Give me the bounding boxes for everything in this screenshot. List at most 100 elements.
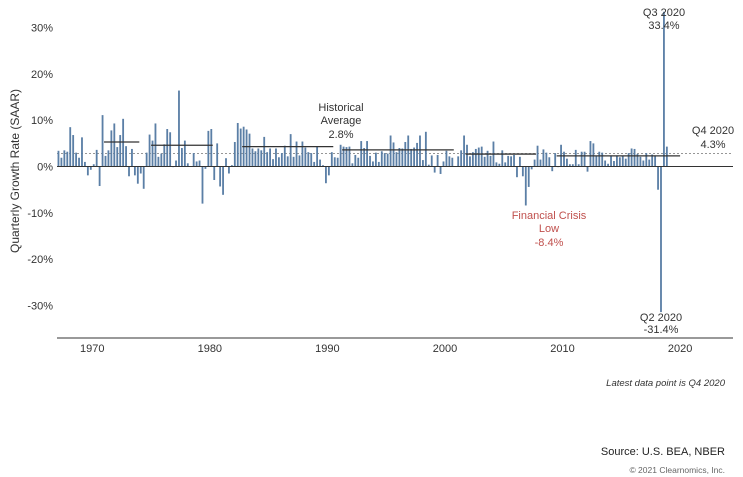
bar	[60, 157, 63, 167]
bar	[219, 166, 222, 187]
bar	[551, 166, 554, 172]
bar	[513, 154, 515, 167]
svg-text:Average: Average	[321, 115, 362, 127]
bar	[125, 146, 127, 167]
bar	[398, 148, 401, 167]
bar	[642, 160, 645, 167]
bar	[521, 166, 524, 177]
bar	[107, 150, 110, 167]
bar	[395, 152, 398, 167]
bar	[433, 166, 436, 173]
bar	[131, 148, 133, 167]
bar	[363, 148, 366, 167]
bar	[325, 166, 327, 184]
y-tick-label: 10%	[31, 115, 53, 127]
y-axis-ticks: 30% 20% 10% 0% -10% -20% -30%	[27, 23, 53, 313]
bar	[466, 144, 468, 167]
bar	[589, 141, 592, 167]
bar	[336, 157, 339, 167]
bar	[419, 135, 421, 167]
x-axis-ticks: 1970 1980 1990 2000 2010 2020	[80, 343, 692, 355]
bar	[233, 141, 236, 167]
bar	[427, 164, 430, 167]
bar	[330, 152, 333, 167]
bar	[574, 149, 577, 167]
bar	[615, 155, 618, 167]
svg-text:Low: Low	[539, 223, 559, 235]
bar	[75, 152, 78, 167]
bar	[601, 152, 604, 167]
bar	[66, 151, 69, 167]
bar	[72, 135, 75, 167]
bar	[186, 163, 189, 167]
bar	[289, 134, 292, 167]
bar	[183, 140, 186, 167]
annotation-historical-average: Historical Average 2.8%	[318, 102, 363, 141]
bar	[175, 160, 177, 167]
bar	[474, 148, 477, 167]
bar	[442, 161, 445, 167]
bar	[201, 166, 204, 204]
bar	[389, 135, 392, 167]
bar	[122, 118, 125, 167]
svg-text:-8.4%: -8.4%	[535, 237, 564, 249]
bar	[592, 143, 595, 167]
svg-text:Q2 2020: Q2 2020	[640, 312, 682, 324]
bar	[272, 159, 274, 167]
bar	[383, 153, 386, 167]
bar	[372, 161, 374, 167]
bar	[648, 159, 651, 167]
bar	[178, 90, 180, 167]
bar	[545, 152, 548, 167]
bar	[624, 158, 627, 167]
bar	[157, 156, 160, 167]
bar	[651, 154, 654, 167]
bar	[333, 157, 336, 167]
bar	[424, 131, 427, 167]
bar	[639, 156, 642, 167]
bar	[210, 129, 213, 167]
bar	[604, 160, 607, 167]
bar	[627, 153, 630, 167]
y-tick-label: 20%	[31, 69, 53, 81]
bar	[316, 146, 319, 167]
bar	[230, 165, 233, 167]
bar	[510, 156, 513, 167]
bar	[536, 145, 539, 167]
bar	[319, 159, 321, 167]
bar	[498, 163, 501, 167]
bar	[57, 150, 60, 167]
bar	[439, 166, 442, 174]
bar	[69, 127, 72, 167]
bar	[151, 140, 154, 167]
bar	[401, 148, 404, 167]
bar	[78, 157, 80, 167]
bar	[192, 153, 195, 167]
bar	[133, 166, 136, 176]
bar	[95, 149, 98, 167]
bar	[410, 148, 413, 167]
bar	[533, 159, 536, 167]
bar	[580, 151, 583, 167]
bar	[269, 148, 271, 167]
bar	[248, 133, 251, 167]
bar	[166, 129, 169, 167]
bar	[539, 159, 542, 167]
bar	[483, 156, 486, 167]
x-tick-label: 1980	[198, 343, 222, 355]
bar	[386, 153, 389, 167]
bar	[618, 157, 621, 167]
bar	[504, 162, 507, 167]
bar	[239, 128, 242, 167]
bar	[566, 158, 568, 167]
axes	[57, 166, 733, 339]
bar	[445, 150, 448, 167]
bar	[251, 148, 254, 167]
bar	[110, 130, 113, 167]
bar	[84, 161, 86, 167]
bar	[148, 134, 151, 167]
bar	[377, 161, 380, 167]
bar	[645, 153, 648, 167]
bar	[451, 157, 454, 167]
bar	[204, 166, 207, 169]
